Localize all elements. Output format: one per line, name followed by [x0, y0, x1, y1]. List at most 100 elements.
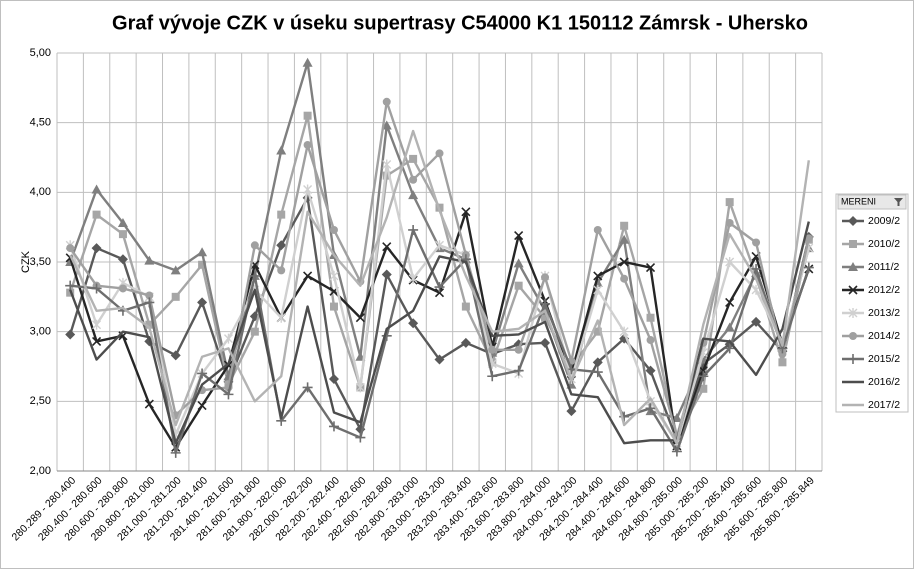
marker	[513, 258, 524, 268]
series	[65, 224, 814, 458]
marker	[699, 384, 708, 393]
marker	[461, 302, 470, 311]
marker	[408, 273, 418, 284]
legend-header[interactable]	[837, 194, 907, 210]
legend-label: 2009/2	[868, 215, 900, 227]
legend-marker	[848, 262, 858, 271]
marker	[302, 57, 313, 67]
marker	[646, 336, 655, 345]
marker	[66, 244, 75, 253]
marker	[645, 365, 656, 376]
marker	[804, 234, 813, 243]
marker	[144, 255, 155, 265]
marker	[434, 288, 445, 298]
legend-marker	[848, 216, 858, 226]
marker	[778, 349, 787, 358]
marker	[434, 282, 445, 293]
marker	[724, 343, 735, 354]
marker	[355, 382, 365, 393]
marker	[592, 357, 603, 368]
marker	[620, 221, 629, 230]
chart-title: Graf vývoje CZK v úseku supertrasy C5400…	[112, 12, 808, 34]
marker	[65, 280, 76, 291]
marker	[91, 184, 102, 194]
marker	[725, 297, 735, 307]
marker	[250, 241, 259, 250]
marker	[619, 326, 629, 337]
y-tick-label: 5,00	[30, 47, 51, 59]
marker	[117, 217, 128, 227]
line	[69, 129, 810, 445]
marker	[276, 145, 287, 155]
marker	[277, 210, 286, 219]
marker	[540, 337, 551, 348]
marker	[514, 345, 523, 354]
marker	[329, 225, 338, 234]
marker	[646, 313, 655, 322]
marker	[382, 97, 391, 106]
marker	[144, 399, 154, 409]
marker	[145, 291, 154, 300]
marker	[249, 270, 260, 281]
marker	[145, 320, 154, 329]
legend-label: 2010/2	[868, 238, 900, 250]
filter-icon[interactable]	[894, 198, 903, 206]
marker	[328, 374, 339, 385]
legend-label: 2016/2	[868, 376, 900, 388]
legend-box	[835, 193, 909, 413]
marker	[645, 263, 656, 273]
marker	[197, 297, 208, 308]
marker	[487, 371, 498, 382]
marker	[408, 190, 419, 200]
marker	[276, 312, 286, 323]
series	[69, 129, 810, 445]
marker	[460, 337, 471, 348]
marker	[328, 421, 339, 432]
marker	[435, 149, 444, 158]
marker	[170, 350, 181, 361]
marker	[118, 230, 127, 239]
marker	[751, 263, 762, 274]
marker	[461, 207, 471, 217]
marker	[671, 446, 682, 457]
marker	[170, 447, 181, 458]
marker	[170, 265, 181, 275]
marker	[223, 389, 234, 400]
marker	[725, 257, 735, 267]
marker	[171, 292, 180, 301]
marker	[671, 413, 682, 423]
marker	[355, 432, 366, 443]
marker	[593, 225, 602, 234]
y-axis-label: CZK	[20, 250, 32, 273]
marker	[593, 327, 602, 336]
marker	[92, 210, 101, 219]
marker	[514, 281, 523, 290]
marker	[541, 273, 550, 282]
marker	[409, 154, 418, 163]
marker	[435, 240, 444, 251]
marker	[381, 120, 392, 130]
legend-marker	[848, 308, 858, 318]
marker	[92, 336, 102, 346]
marker	[329, 302, 338, 311]
marker	[144, 297, 155, 308]
marker	[698, 371, 709, 382]
marker	[303, 184, 313, 195]
legend-marker	[848, 285, 858, 295]
marker	[408, 318, 419, 329]
marker	[513, 365, 524, 376]
marker	[382, 171, 391, 180]
legend-marker	[849, 240, 857, 248]
legend-marker	[849, 332, 857, 340]
marker	[277, 266, 286, 275]
marker	[540, 298, 551, 309]
marker	[118, 284, 127, 293]
marker	[803, 262, 814, 273]
marker	[303, 271, 313, 281]
marker	[381, 269, 392, 280]
marker	[725, 198, 734, 207]
legend-label: 2015/2	[868, 353, 900, 365]
legend-label: 2013/2	[868, 307, 900, 319]
marker	[302, 382, 313, 393]
marker	[751, 316, 762, 327]
